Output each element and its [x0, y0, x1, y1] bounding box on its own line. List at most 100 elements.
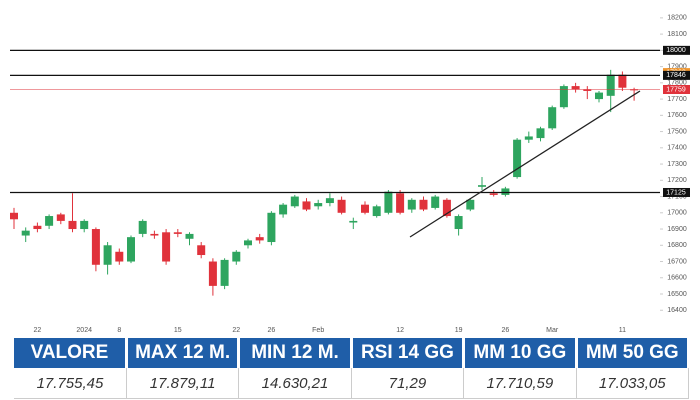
x-tick-label: 8: [117, 327, 121, 334]
candle-body: [618, 74, 627, 88]
candle-body: [419, 199, 428, 210]
candle-body: [232, 251, 241, 262]
candle-body: [466, 199, 475, 210]
y-tick-label: 16700: [667, 258, 687, 265]
x-tick-label: 2024: [76, 327, 92, 334]
y-tick-label: 17000: [667, 210, 687, 217]
y-tick-label: 17700: [667, 96, 687, 103]
header-cell: MIN 12 M.: [238, 338, 353, 368]
y-tick-label: 17800: [667, 80, 687, 87]
price-tag-label: 17759: [666, 86, 686, 93]
candle-body: [138, 220, 147, 234]
candle-body: [127, 237, 135, 262]
candle-body: [372, 206, 381, 217]
price-tag: [663, 45, 690, 55]
candle-body: [361, 204, 369, 213]
table-cell: 17.755,45: [14, 368, 127, 399]
candle-body: [91, 229, 100, 265]
candle-body: [56, 214, 65, 221]
chart: 1640016500166001670016800169001700017100…: [10, 15, 690, 334]
trend-line: [409, 90, 641, 238]
candle-body: [349, 220, 358, 223]
y-tick-label: 17600: [667, 112, 687, 119]
candle-body: [267, 212, 276, 243]
candle-body: [173, 232, 182, 234]
candle-body: [33, 225, 42, 230]
y-tick-label: 18200: [667, 15, 687, 22]
candle-body: [150, 233, 159, 236]
price-tag-label: 18000: [666, 47, 686, 54]
candle-body: [314, 203, 323, 207]
header-row: VALORE MAX 12 M. MIN 12 M. RSI 14 GG MM 10 G…: [14, 338, 691, 368]
candle-body: [501, 188, 510, 195]
candle-body: [536, 128, 545, 139]
candle-body: [162, 232, 171, 262]
candle-body: [115, 251, 124, 262]
candle-body: [384, 191, 393, 213]
x-tick-label: 19: [455, 327, 463, 334]
candle-body: [185, 233, 194, 239]
candle-body: [279, 204, 288, 215]
candle-body: [513, 139, 522, 178]
candle-body: [337, 199, 346, 213]
candle-body: [431, 196, 440, 208]
y-tick-label: 17900: [667, 63, 687, 70]
y-tick-label: 16500: [667, 291, 687, 298]
candle-body: [80, 220, 89, 230]
candle-body: [548, 107, 557, 129]
table-body: 17.755,45 17.879,11 14.630,21 71,29 17.710,5…: [14, 368, 690, 399]
candle-body: [290, 196, 299, 207]
price-tag: [663, 85, 690, 95]
candle-body: [21, 230, 30, 236]
candle-body: [559, 86, 568, 108]
table-cell: 14.630,21: [238, 368, 352, 399]
table-cell: 71,29: [351, 368, 465, 399]
stats-table: VALORE MAX 12 M. MIN 12 M. RSI 14 GG MM 10 G…: [14, 338, 691, 399]
candle-body: [10, 212, 18, 220]
y-tick-label: 18100: [667, 31, 687, 38]
candle-body: [302, 201, 311, 210]
table-cell: 17.033,05: [576, 368, 690, 399]
price-tag: [663, 187, 690, 197]
candle-body: [45, 216, 54, 226]
x-tick-label: Feb: [312, 327, 324, 334]
table-row: 17.755,45 17.879,11 14.630,21 71,29 17.710,5…: [14, 368, 690, 399]
x-tick-label: 11: [619, 327, 626, 334]
candle-body: [489, 193, 498, 195]
candle-body: [244, 240, 252, 246]
candle-body: [630, 89, 639, 91]
candle-body: [396, 193, 405, 213]
header-cell: MM 10 GG: [463, 338, 578, 368]
y-tick-label: 16800: [667, 242, 687, 249]
table-cell: 17.710,59: [463, 368, 577, 399]
x-tick-label: 15: [174, 327, 182, 334]
candle-body: [524, 136, 533, 140]
y-tick-label: 16600: [667, 275, 687, 282]
price-tag-label: 17125: [666, 189, 686, 196]
price-tag: [663, 70, 690, 80]
candle-body: [407, 199, 416, 210]
candle-body: [103, 245, 112, 265]
header-cell: MM 50 GG: [576, 338, 691, 368]
candle-body: [220, 259, 229, 286]
x-tick-label: 26: [502, 327, 510, 334]
x-tick-label: 22: [232, 327, 240, 334]
y-tick-label: 17300: [667, 161, 687, 168]
candle-body: [68, 220, 77, 230]
price-tag-label: 17846: [666, 72, 686, 79]
x-tick-label: 22: [34, 327, 42, 334]
header-cell: VALORE: [14, 338, 128, 368]
candle-body: [325, 198, 334, 204]
x-tick-label: 12: [396, 327, 404, 334]
candle-body: [478, 185, 486, 187]
y-tick-label: 16900: [667, 226, 687, 233]
candle-body: [255, 237, 264, 241]
y-tick-label: 17500: [667, 128, 687, 135]
candle-body: [606, 74, 615, 96]
table-cell: 17.879,11: [126, 368, 240, 399]
candle-body: [595, 92, 603, 100]
header-cell: RSI 14 GG: [351, 338, 466, 368]
candle-body: [208, 261, 217, 286]
y-tick-label: 17200: [667, 177, 687, 184]
x-tick-label: 26: [268, 327, 276, 334]
